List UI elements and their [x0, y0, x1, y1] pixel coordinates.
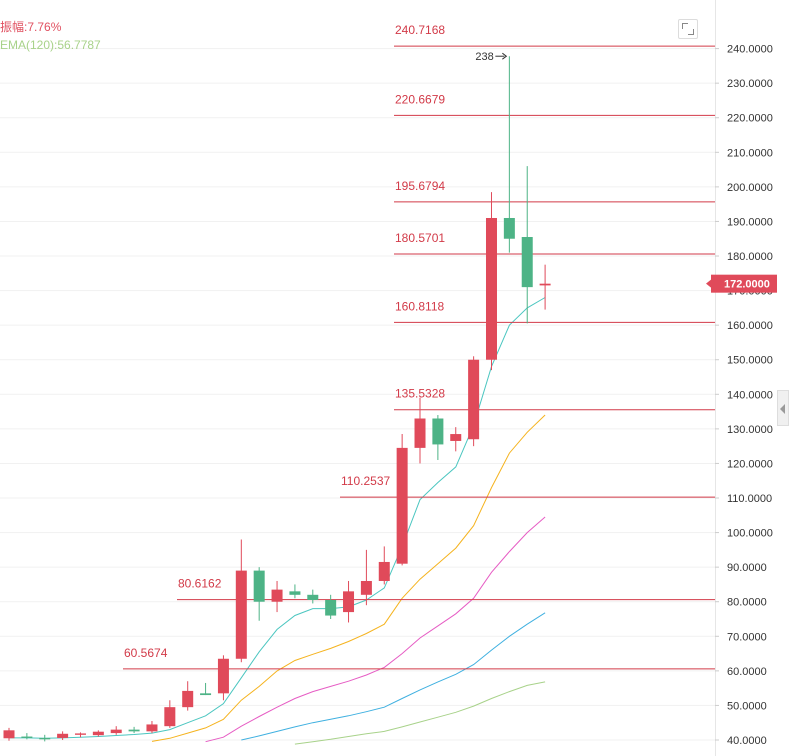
y-tick-label: 210.0000 [727, 147, 773, 159]
y-tick-label: 110.0000 [727, 493, 772, 505]
y-tick-label: 230.0000 [727, 78, 773, 90]
legend-ema120: EMA(120):56.7787 [0, 38, 101, 52]
y-tick-label: 160.0000 [727, 320, 773, 332]
candle-body [378, 561, 390, 581]
y-tick-label: 70.0000 [727, 631, 767, 643]
ema-line [151, 414, 546, 742]
y-tick-label: 180.0000 [727, 251, 773, 263]
candle-body [128, 729, 140, 732]
peak-arrow-head [502, 52, 508, 60]
candle-body [432, 418, 444, 445]
grid-lines [0, 48, 715, 741]
level-label: 110.2537 [341, 474, 390, 488]
candle-body [343, 591, 355, 613]
y-tick-label: 200.0000 [727, 182, 773, 194]
level-label: 240.7168 [395, 23, 445, 37]
candle-body [200, 693, 212, 696]
y-tick-label: 120.0000 [727, 458, 773, 470]
ema-line [205, 516, 546, 743]
peak-label: 238 [475, 51, 493, 63]
markers: 238 172.0000 [475, 51, 777, 293]
candle-body [253, 570, 265, 602]
level-label: 80.6162 [178, 577, 222, 591]
y-tick-label: 140.0000 [727, 389, 773, 401]
legend: 振幅:7.76% EMA(120):56.7787 [0, 18, 101, 54]
candle-body [92, 731, 104, 736]
collapse-panel-button[interactable] [777, 390, 789, 426]
level-label: 180.5701 [395, 231, 445, 245]
candle-body [485, 217, 497, 360]
candle-body [110, 729, 122, 734]
y-tick-label: 190.0000 [727, 216, 773, 228]
candle-body [414, 418, 426, 448]
level-label: 220.6679 [395, 92, 445, 106]
candle-body [21, 736, 33, 738]
level-label: 135.5328 [395, 387, 445, 401]
y-tick-label: 240.0000 [727, 44, 773, 56]
candle-body [521, 237, 533, 288]
y-tick-label: 90.0000 [727, 562, 767, 574]
y-tick-label: 100.0000 [727, 528, 773, 540]
candle-body [235, 570, 247, 659]
level-label: 160.8118 [395, 299, 444, 313]
y-tick-label: 80.0000 [727, 597, 767, 609]
chevron-left-icon [780, 404, 785, 414]
candles [3, 56, 551, 742]
candle-body [271, 589, 283, 602]
candle-body [503, 217, 515, 239]
fullscreen-icon[interactable] [678, 19, 698, 39]
current-price-pointer [706, 279, 711, 288]
y-tick-label: 40.0000 [727, 735, 767, 747]
level-label: 195.6794 [395, 179, 445, 193]
price-axis: 40.0000 50.0000 60.0000 70.0000 80.0000 90.00… [715, 0, 773, 756]
ema-lines [9, 297, 546, 745]
ema-line [9, 297, 546, 739]
candle-body [3, 730, 15, 739]
candle-body [146, 724, 158, 732]
y-tick-label: 220.0000 [727, 113, 773, 125]
price-levels: 240.7168 220.6679 195.6794 180.5701 160.8118… [123, 23, 715, 670]
y-tick-label: 130.0000 [727, 424, 773, 436]
candle-body [57, 733, 69, 738]
ema-line [294, 681, 546, 745]
ema-line [241, 612, 546, 741]
legend-amplitude: 振幅:7.76% [0, 20, 62, 34]
current-price-label: 172.0000 [724, 279, 770, 291]
candle-body [307, 594, 319, 600]
candle-body [360, 580, 372, 595]
candle-body [217, 658, 229, 694]
y-tick-label: 50.0000 [727, 700, 767, 712]
candle-body [74, 733, 86, 735]
current-price-tag [711, 274, 777, 293]
candle-body [539, 283, 551, 286]
candle-body [396, 447, 408, 564]
candle-body [39, 737, 51, 740]
y-tick-label: 60.0000 [727, 666, 767, 678]
candle-body [164, 707, 176, 727]
candle-body [450, 434, 462, 441]
candle-body [325, 599, 337, 616]
level-label: 60.5674 [124, 646, 168, 660]
candle-body [468, 359, 480, 440]
candle-body [289, 591, 301, 595]
y-tick-label: 150.0000 [727, 355, 773, 367]
candle-body [182, 690, 194, 708]
